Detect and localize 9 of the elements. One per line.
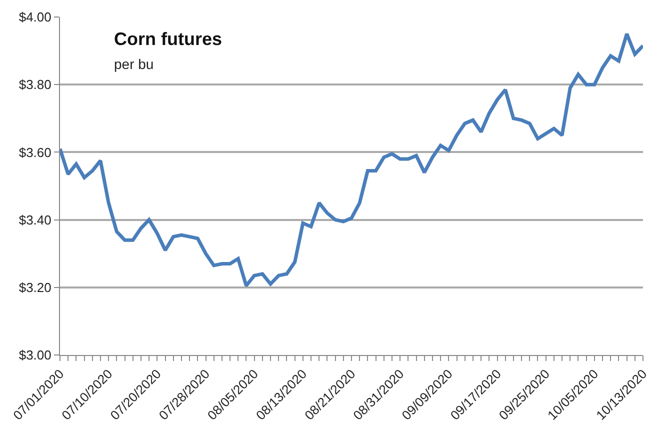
y-tick-label: $4.00 — [18, 10, 52, 25]
y-tick-label: $3.00 — [18, 348, 52, 363]
y-tick-label: $3.20 — [18, 280, 52, 295]
text: per bu — [114, 56, 154, 72]
line-series — [60, 32, 643, 288]
y-tick-label: $3.80 — [18, 77, 52, 92]
y-tick-label: $3.40 — [18, 212, 52, 228]
y-tick-label: $3.60 — [18, 144, 52, 160]
text: Corn futures — [114, 29, 222, 49]
